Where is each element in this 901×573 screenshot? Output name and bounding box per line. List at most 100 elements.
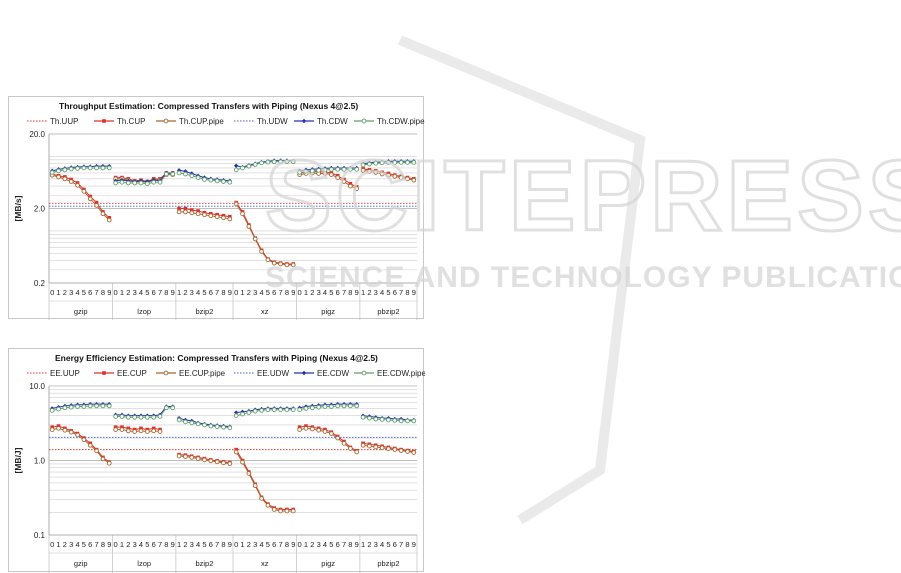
group-label: lzop bbox=[137, 307, 151, 316]
data-point-th-cup-pipe bbox=[360, 168, 366, 173]
x-tick-label: 5 bbox=[202, 288, 206, 297]
data-point-th-cdw-pipe bbox=[354, 167, 360, 172]
data-point-th-cdw-pipe bbox=[227, 179, 233, 185]
data-point-th-cdw-pipe bbox=[183, 171, 188, 177]
data-point-th-cdw-pipe bbox=[411, 160, 417, 165]
data-point-ee-cdw-pipe bbox=[183, 419, 188, 425]
x-tick-label: 4 bbox=[380, 540, 384, 549]
y-axis-label: [MB/J] bbox=[13, 447, 23, 473]
data-point-ee-cup bbox=[113, 425, 118, 429]
x-tick-label: 6 bbox=[209, 540, 213, 549]
x-tick-label: 8 bbox=[285, 540, 289, 549]
data-point-th-cdw-pipe bbox=[259, 160, 264, 166]
x-tick-label: 1 bbox=[120, 540, 124, 549]
data-point-th-cup-pipe bbox=[328, 172, 334, 177]
data-point-ee-cup bbox=[120, 425, 124, 429]
x-tick-label: 3 bbox=[133, 288, 137, 297]
data-point-ee-cdw-pipe bbox=[62, 405, 68, 411]
data-point-th-cdw-pipe bbox=[392, 160, 398, 165]
x-tick-label: 7 bbox=[95, 288, 99, 297]
x-tick-label: 1 bbox=[304, 288, 308, 297]
legend-item-th-uup: Th.UUP bbox=[27, 117, 78, 126]
data-point-th-cup-pipe bbox=[265, 257, 271, 263]
x-tick-label: 3 bbox=[253, 288, 257, 297]
data-point-ee-cup-pipe bbox=[221, 460, 226, 466]
data-point-ee-cdw-pipe bbox=[246, 410, 252, 415]
data-point-ee-cup-pipe bbox=[386, 446, 391, 452]
data-point-th-cup-pipe bbox=[290, 262, 296, 268]
data-point-ee-cdw-pipe bbox=[316, 404, 322, 410]
x-tick-label: 0 bbox=[298, 540, 302, 549]
x-tick-label: 7 bbox=[342, 540, 346, 549]
legend-item-th-cdw-pipe: Th.CDW.pipe bbox=[354, 117, 425, 126]
x-tick-label: 2 bbox=[247, 540, 251, 549]
data-point-ee-cup bbox=[50, 425, 54, 429]
data-point-th-cdw-pipe bbox=[81, 165, 87, 171]
group-label: pigz bbox=[321, 559, 335, 568]
group-label: pbzip2 bbox=[377, 307, 399, 316]
data-point-ee-cdw-pipe bbox=[151, 414, 157, 420]
data-point-ee-cdw-pipe bbox=[297, 407, 302, 413]
data-point-ee-cdw-pipe bbox=[202, 422, 207, 428]
data-point-th-cdw-pipe bbox=[100, 165, 106, 171]
data-point-ee-cup-pipe bbox=[189, 455, 195, 460]
data-point-th-cdw bbox=[233, 163, 239, 168]
data-point-th-cup-pipe bbox=[367, 169, 372, 174]
x-tick-label: 7 bbox=[399, 288, 403, 297]
data-point-th-cdw-pipe bbox=[303, 169, 309, 174]
data-point-ee-cup-pipe bbox=[354, 449, 360, 455]
x-tick-label: 0 bbox=[114, 540, 118, 549]
data-point-ee-cup-pipe bbox=[113, 427, 118, 432]
x-tick-label: 7 bbox=[399, 540, 403, 549]
x-tick-label: 2 bbox=[126, 288, 130, 297]
x-tick-label: 7 bbox=[215, 540, 219, 549]
legend-marker bbox=[301, 370, 307, 376]
x-tick-label: 5 bbox=[266, 540, 270, 549]
data-point-ee-cup-pipe bbox=[125, 428, 131, 434]
data-point-th-cup-pipe bbox=[354, 186, 360, 191]
x-tick-label: 6 bbox=[393, 288, 397, 297]
data-point-ee-cdw-pipe bbox=[195, 421, 201, 427]
data-point-th-cdw-pipe bbox=[214, 178, 220, 184]
x-tick-label: 6 bbox=[393, 540, 397, 549]
legend-item-th-cup-pipe: Th.CUP.pipe bbox=[156, 117, 224, 126]
x-tick-label: 1 bbox=[361, 288, 365, 297]
legend-label: EE.CUP.pipe bbox=[179, 369, 226, 378]
data-point-ee-cup-pipe bbox=[157, 429, 163, 434]
data-point-ee-cdw-pipe bbox=[208, 423, 214, 429]
x-tick-label: 9 bbox=[228, 288, 232, 297]
series-line-ee-cdw-pipe bbox=[115, 407, 173, 418]
group-label: gzip bbox=[74, 307, 88, 316]
data-point-ee-cdw-pipe bbox=[176, 417, 182, 423]
data-point-ee-cdw-pipe bbox=[379, 417, 385, 422]
data-point-ee-cdw-pipe bbox=[157, 414, 163, 419]
data-point-ee-cup-pipe bbox=[367, 443, 372, 449]
data-point-th-cdw-pipe bbox=[367, 161, 372, 167]
data-point-ee-cup-pipe bbox=[265, 503, 271, 508]
data-point-ee-cup-pipe bbox=[303, 426, 309, 431]
data-point-ee-cdw-pipe bbox=[75, 404, 80, 409]
data-point-ee-cdw-pipe bbox=[49, 408, 55, 413]
series-line-th-cup-pipe bbox=[52, 174, 110, 221]
data-point-th-cup-pipe bbox=[106, 217, 112, 223]
x-tick-label: 2 bbox=[310, 288, 314, 297]
x-tick-label: 1 bbox=[177, 540, 181, 549]
data-point-ee-cdw-pipe bbox=[81, 404, 87, 409]
x-tick-label: 0 bbox=[298, 288, 302, 297]
x-tick-label: 1 bbox=[240, 288, 244, 297]
data-point-ee-cdw-pipe bbox=[68, 404, 74, 410]
group-label: pbzip2 bbox=[377, 559, 399, 568]
legend-marker bbox=[361, 370, 367, 376]
legend-label: EE.UUP bbox=[50, 369, 80, 378]
x-tick-label: 5 bbox=[329, 288, 333, 297]
data-point-ee-cup-pipe bbox=[195, 456, 201, 461]
legend-label: EE.CDW bbox=[317, 369, 349, 378]
data-point-ee-cdw-pipe bbox=[271, 407, 277, 413]
data-point-th-cdw-pipe bbox=[278, 159, 283, 165]
y-tick-label: 2.0 bbox=[34, 205, 46, 214]
legend-item-ee-cup: EE.CUP bbox=[94, 369, 147, 378]
data-point-th-cup-pipe bbox=[348, 183, 353, 189]
data-point-ee-cdw-pipe bbox=[125, 414, 131, 420]
data-point-ee-cup-pipe bbox=[373, 444, 379, 450]
x-tick-label: 8 bbox=[405, 288, 409, 297]
